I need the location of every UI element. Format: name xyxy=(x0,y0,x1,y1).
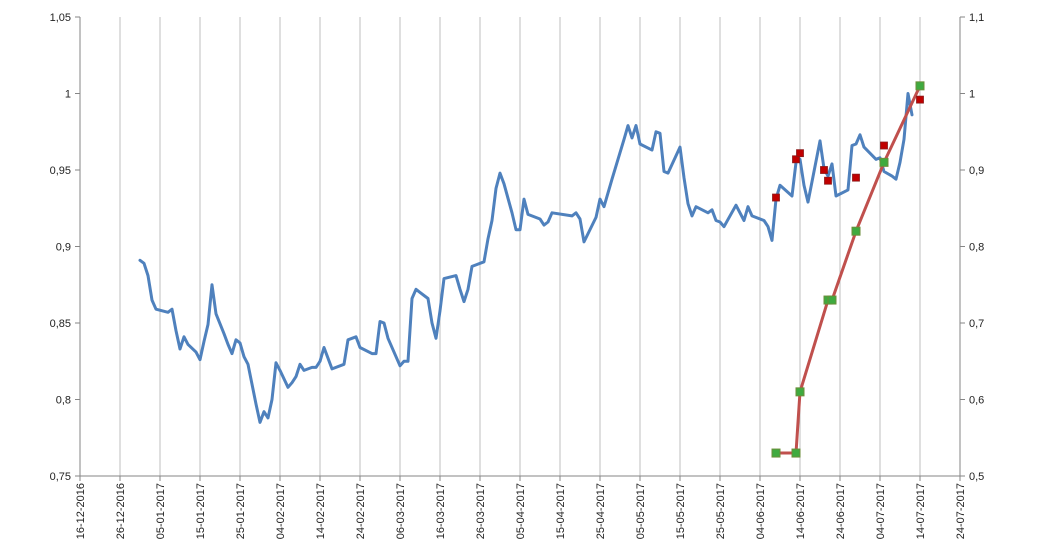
marker-red xyxy=(852,173,860,182)
marker-red xyxy=(824,176,832,185)
y-left-tick-label: 0,8 xyxy=(56,395,71,407)
marker-green xyxy=(771,448,781,458)
marker-green xyxy=(791,448,801,458)
y-right-tick-label: 1 xyxy=(969,89,975,101)
series-line-blue xyxy=(138,92,914,424)
marker-red xyxy=(916,95,924,104)
marker-red xyxy=(820,166,828,174)
x-tick-label: 25-04-2017 xyxy=(595,483,607,539)
x-tick-label: 24-02-2017 xyxy=(355,483,367,539)
x-tick-label: 16-03-2017 xyxy=(435,483,447,539)
marker-red xyxy=(880,141,888,150)
x-tick-label: 05-04-2017 xyxy=(515,483,527,539)
x-tick-label: 04-06-2017 xyxy=(755,483,767,539)
y-right-tick-label: 1,1 xyxy=(969,12,984,24)
y-right-tick-label: 0,5 xyxy=(969,471,984,483)
marker-green xyxy=(827,295,837,305)
tick-labels: 16-12-2016 26-12-2016 05-01-2017 15-01-2017… xyxy=(50,12,985,539)
axes xyxy=(75,16,965,481)
x-tick-label: 04-07-2017 xyxy=(875,483,887,539)
marker-red xyxy=(792,155,800,164)
marker-green xyxy=(915,81,925,91)
marker-green xyxy=(879,157,889,167)
y-left-tick-label: 1 xyxy=(65,89,71,101)
x-tick-label: 15-05-2017 xyxy=(675,483,687,539)
y-right-tick-label: 0,7 xyxy=(969,318,984,330)
marker-green xyxy=(795,387,805,397)
vertical-gridlines xyxy=(119,17,921,476)
x-tick-label: 16-12-2016 xyxy=(75,483,87,539)
x-tick-label: 25-01-2017 xyxy=(235,483,247,539)
x-tick-label: 24-07-2017 xyxy=(955,483,967,539)
y-right-tick-label: 0,8 xyxy=(969,242,984,254)
x-tick-label: 15-04-2017 xyxy=(555,483,567,539)
y-left-tick-label: 0,75 xyxy=(50,471,71,483)
x-tick-label: 26-03-2017 xyxy=(475,483,487,539)
y-left-tick-label: 0,85 xyxy=(50,318,71,330)
x-tick-label: 05-01-2017 xyxy=(155,483,167,539)
x-tick-label: 25-05-2017 xyxy=(715,483,727,539)
x-tick-label: 14-07-2017 xyxy=(915,483,927,539)
marker-red xyxy=(772,193,780,202)
y-left-tick-label: 0,95 xyxy=(50,165,71,177)
y-right-tick-label: 0,9 xyxy=(969,165,984,177)
x-tick-label: 15-01-2017 xyxy=(195,483,207,539)
x-tick-label: 26-12-2016 xyxy=(115,483,127,539)
marker-red xyxy=(796,149,804,158)
y-left-tick-label: 0,9 xyxy=(56,242,71,254)
x-tick-label: 24-06-2017 xyxy=(835,483,847,539)
x-tick-label: 06-03-2017 xyxy=(395,483,407,539)
plot-area xyxy=(138,81,925,458)
marker-green xyxy=(851,226,861,236)
x-tick-label: 04-02-2017 xyxy=(275,483,287,539)
x-tick-label: 05-05-2017 xyxy=(635,483,647,539)
x-tick-label: 14-06-2017 xyxy=(795,483,807,539)
y-right-tick-label: 0,6 xyxy=(969,395,984,407)
y-left-tick-label: 1,05 xyxy=(50,12,71,24)
x-tick-label: 14-02-2017 xyxy=(315,483,327,539)
